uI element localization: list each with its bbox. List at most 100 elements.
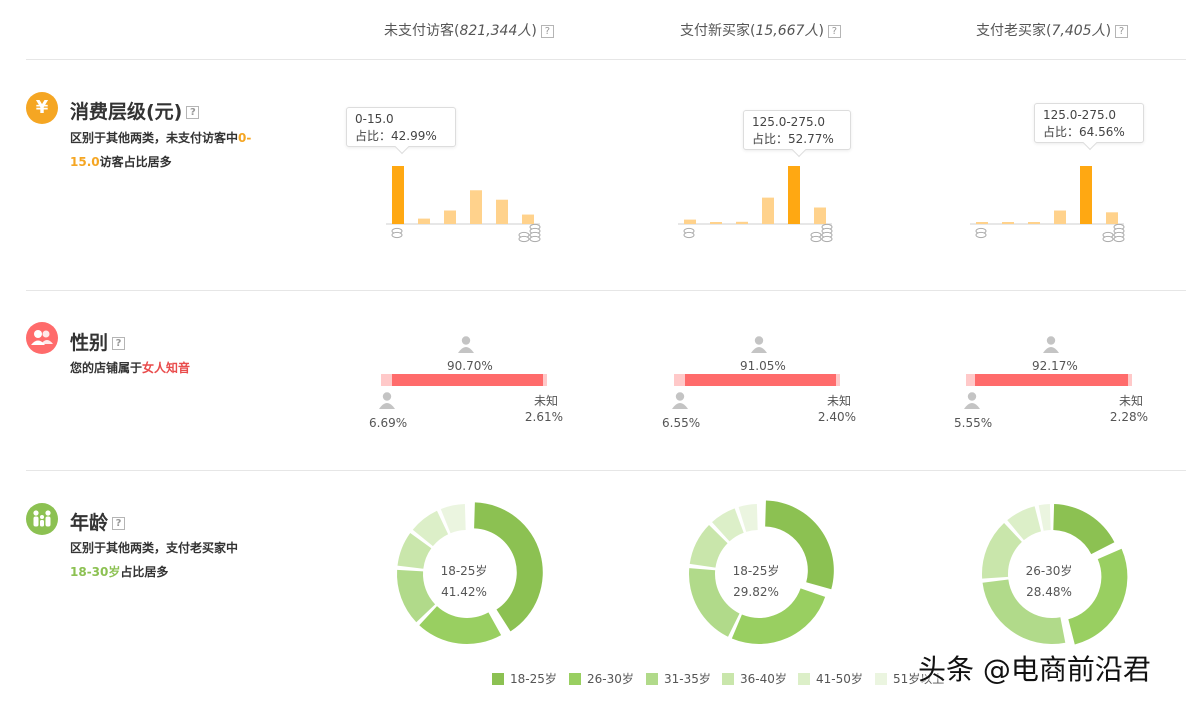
donut-slice[interactable] [440,504,466,534]
bar[interactable] [710,222,722,224]
tooltip-range: 0-15.0 [355,112,394,126]
divider [26,470,1186,471]
legend-item[interactable]: 26-30岁 [569,670,634,687]
donut-slice[interactable] [689,524,728,568]
gender-bar-unknown[interactable] [1128,374,1132,386]
donut-slice[interactable] [397,569,436,623]
bar[interactable] [496,199,508,224]
tooltip-ratio: 占比：64.56% [1043,125,1125,139]
donut-center-unpaid: 18-25岁 41.42% [404,562,524,599]
bar[interactable] [788,166,800,224]
donut-slice[interactable] [419,606,502,644]
tooltip-ratio: 占比：42.99% [355,129,437,143]
bar[interactable] [814,207,826,224]
legend-label: 26-30岁 [587,672,634,686]
legend-item[interactable]: 31-35岁 [646,670,711,687]
gender-bar-unknown[interactable] [836,374,840,386]
gender-bar-male[interactable] [381,374,393,386]
help-icon[interactable]: ? [1115,24,1129,38]
bar[interactable] [1002,222,1014,224]
bar[interactable] [684,219,696,224]
column-count: 15,667人 [755,23,819,39]
bar[interactable] [976,222,988,224]
bar[interactable] [1080,166,1092,224]
gender-bar-male[interactable] [674,374,685,386]
gender-bar-female[interactable] [975,374,1129,386]
legend-item[interactable]: 51岁以上 [875,670,944,687]
column-header-unpaid: 未支付访客(821,344人)? [384,20,554,40]
male-percent: 6.55% [662,416,701,430]
bar[interactable] [444,210,456,224]
donut-center-label: 18-25岁 [732,564,780,578]
gender-bar-female[interactable] [684,374,836,386]
bar[interactable] [522,214,534,224]
donut-slice[interactable] [1068,548,1128,645]
donut-slice[interactable] [397,533,432,569]
bar[interactable] [1028,222,1040,224]
help-icon[interactable]: ? [540,24,554,38]
unknown-percent: 2.61% [524,410,563,424]
users-icon [26,322,58,354]
legend-swatch [798,673,810,685]
help-icon[interactable]: ? [827,24,841,38]
bar[interactable] [736,221,748,224]
donut-slice[interactable] [731,588,826,644]
legend-swatch [569,673,581,685]
donut-center-label: 26-30岁 [1025,564,1073,578]
gender-bar [674,374,840,386]
donut-center-value: 29.82% [733,585,779,599]
gender-bar-male[interactable] [966,374,976,386]
section-desc-spend: 区别于其他两类，未支付访客中0-15.0访客占比居多 [70,126,258,174]
unknown-percent: 2.28% [1109,410,1148,424]
tooltip-range: 125.0-275.0 [752,115,826,129]
donut-center-new: 18-25岁 29.82% [696,562,816,599]
unknown-label: 未知 [533,394,558,408]
help-icon[interactable]: ? [112,517,126,530]
legend-label: 36-40岁 [740,672,787,686]
donut-slice[interactable] [982,579,1066,644]
male-percent: 6.69% [369,416,408,430]
column-name: 支付新买家 [680,23,750,39]
female-percent: 90.70% [447,359,493,373]
bar[interactable] [1054,210,1066,224]
legend-item[interactable]: 41-50岁 [798,670,863,687]
column-header-old-buyer: 支付老买家(7,405人)? [976,20,1129,40]
gender-bar-female[interactable] [392,374,543,386]
spend-bar-charts [386,166,1125,243]
bar[interactable] [762,197,774,224]
section-title-text: 年龄 [70,512,109,534]
help-icon[interactable]: ? [112,337,126,350]
donut-slice[interactable] [1038,504,1051,531]
users-glyph [31,330,53,345]
donut-slice[interactable] [412,510,449,547]
donut-center-label: 18-25岁 [440,564,488,578]
bar[interactable] [470,190,482,224]
divider [26,59,1186,60]
bar[interactable] [1106,212,1118,224]
donut-slice[interactable] [982,522,1022,579]
tooltip-ratio: 占比：52.77% [752,132,834,146]
donut-slice[interactable] [1007,506,1042,541]
donut-slice[interactable] [738,504,758,532]
family-glyph [33,510,51,527]
bar[interactable] [392,166,404,224]
gender-bar-unknown[interactable] [542,374,547,386]
donut-center-value: 41.42% [441,585,487,599]
legend-item[interactable]: 18-25岁 [492,670,557,687]
female-percent: 92.17% [1032,359,1078,373]
column-count: 821,344人 [459,23,532,39]
desc-text: 区别于其他两类，未支付访客中 [70,131,239,145]
legend-item[interactable]: 36-40岁 [722,670,787,687]
donut-slice[interactable] [689,568,740,637]
help-icon[interactable]: ? [186,106,200,119]
section-desc-age: 区别于其他两类，支付老买家中 18-30岁占比居多 [70,536,258,584]
legend-swatch [646,673,658,685]
bar[interactable] [418,218,430,224]
legend-label: 51岁以上 [893,672,945,686]
donut-slice[interactable] [765,500,834,590]
donut-slice[interactable] [1053,504,1115,555]
donut-slice[interactable] [712,508,744,542]
section-title-age: 年龄? [70,508,126,535]
donut-slice[interactable] [474,502,543,632]
donut-center-old: 26-30岁 28.48% [989,562,1109,599]
